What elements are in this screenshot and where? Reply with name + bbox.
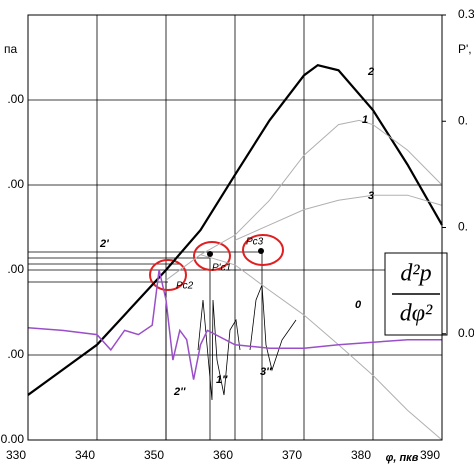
circle [242, 234, 284, 266]
series-line [27, 269, 442, 380]
circle [149, 259, 187, 291]
series-label: 3 [368, 190, 374, 202]
formula-denominator: dφ² [400, 301, 433, 327]
x-tick-label: 390 [420, 448, 440, 462]
series-line [165, 119, 443, 281]
y-tick-label: .00 [7, 347, 24, 361]
y2-tick-label: 0.3 [458, 7, 474, 21]
y-tick-label: .00 [7, 177, 24, 191]
point [258, 248, 264, 254]
circle [193, 241, 231, 271]
y-tick-label: .00 [7, 262, 24, 276]
x-tick-label: 370 [282, 448, 302, 462]
annotation: 1'' [216, 374, 228, 386]
plot-frame [27, 14, 443, 441]
x-tick-label: 350 [144, 448, 164, 462]
curve-3pp [249, 284, 297, 372]
formula-numerator: d²p [400, 261, 431, 287]
highlights [149, 234, 284, 291]
y-tick-label: .00 [7, 92, 24, 106]
y-tick-label: 0.00 [1, 432, 25, 446]
y2-axis-label: P', [458, 42, 472, 56]
guides [28, 251, 297, 440]
y2-tick-label: 0.0 [458, 326, 474, 340]
annotation: 2' [99, 238, 109, 250]
series-label: 1 [362, 114, 368, 126]
y2-tick-label: 0. [458, 220, 468, 234]
x-axis-label: φ, пкв [386, 452, 419, 464]
annotation: P'c1 [212, 263, 231, 274]
series-label: 0 [355, 299, 362, 311]
annotation: Pc3 [246, 237, 264, 248]
series-line [234, 194, 443, 241]
point [207, 251, 213, 257]
series-label: 2 [367, 66, 374, 78]
y2-tick-label: 0. [458, 113, 468, 127]
series-line [200, 254, 443, 441]
x-tick-label: 360 [213, 448, 233, 462]
annotation: 3'' [260, 366, 272, 378]
grid [27, 15, 443, 441]
series-line [27, 63, 443, 396]
x-tick-label: 330 [6, 448, 26, 462]
curve-1pp [197, 299, 241, 401]
annotation: Pc2 [176, 281, 194, 292]
x-tick-label: 380 [351, 448, 371, 462]
y-axis-label: па [4, 42, 17, 56]
annotation: 2'' [173, 386, 186, 398]
x-tick-label: 340 [75, 448, 95, 462]
